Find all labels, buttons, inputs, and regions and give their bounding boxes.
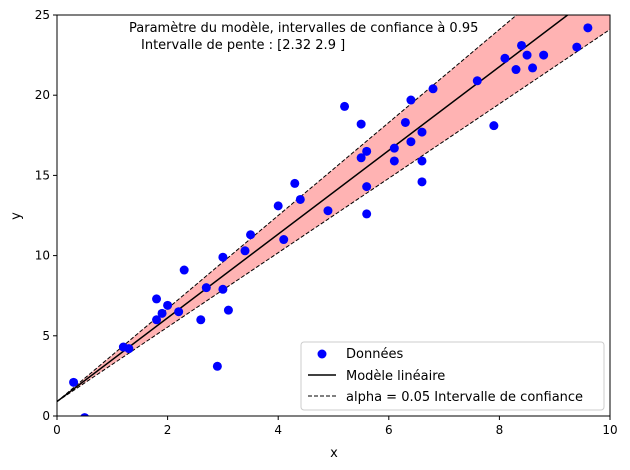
data-point	[80, 413, 89, 416]
data-point	[522, 50, 532, 60]
data-point	[152, 294, 162, 304]
y-tick-label: 5	[42, 329, 50, 343]
plot-clip-group	[57, 15, 610, 416]
data-point	[500, 53, 510, 63]
data-point	[179, 265, 189, 275]
x-tick-label: 0	[53, 423, 61, 437]
data-point	[572, 42, 582, 52]
axes: 0 2 4 6 8 10 0 5 10 15 20 25	[35, 8, 618, 437]
y-tick-label: 25	[35, 8, 50, 22]
data-point	[362, 182, 372, 192]
data-point	[356, 119, 366, 129]
data-point	[389, 143, 399, 153]
x-tick-label: 10	[602, 423, 617, 437]
data-point	[279, 235, 289, 245]
data-point	[389, 156, 399, 166]
data-point	[212, 361, 222, 371]
confidence-lower-line	[57, 29, 610, 402]
data-point	[489, 121, 499, 131]
data-point	[417, 177, 427, 187]
x-axis-label: x	[330, 446, 338, 461]
data-point	[417, 127, 427, 137]
data-point	[406, 137, 416, 147]
legend: Données Modèle linéaire alpha = 0.05 Int…	[300, 341, 605, 411]
y-tick-label: 20	[35, 88, 50, 102]
confidence-band	[57, 15, 610, 402]
data-point	[152, 315, 162, 325]
plot-frame	[56, 14, 611, 417]
y-tick-label: 0	[42, 409, 50, 423]
data-point	[174, 307, 184, 317]
data-point	[362, 146, 372, 156]
data-point	[295, 194, 305, 204]
data-point	[163, 300, 173, 310]
x-tick-label: 8	[496, 423, 504, 437]
data-point	[472, 76, 482, 86]
x-tick-label: 4	[274, 423, 282, 437]
data-point	[240, 246, 250, 256]
data-point	[511, 65, 521, 75]
annotation-line1: Paramètre du modèle, intervalles de conf…	[129, 21, 478, 36]
data-point	[417, 156, 427, 166]
data-point	[517, 40, 527, 50]
legend-label-donnees: Données	[346, 347, 403, 362]
data-point	[340, 101, 350, 111]
data-point	[223, 305, 233, 315]
data-point	[157, 308, 167, 318]
data-point	[428, 84, 438, 94]
data-point	[273, 201, 283, 211]
data-point	[400, 117, 410, 127]
data-point	[290, 178, 300, 188]
data-point	[406, 95, 416, 105]
data-point	[528, 63, 538, 73]
data-point	[362, 209, 372, 219]
y-axis-label: y	[9, 212, 24, 220]
annotation-line2: Intervalle de pente : [2.32 2.9 ]	[141, 38, 345, 53]
data-point	[323, 206, 333, 216]
y-tick-label: 15	[35, 168, 50, 182]
data-point	[246, 230, 256, 240]
data-point	[124, 344, 134, 354]
data-point	[218, 252, 228, 262]
data-point	[201, 283, 211, 293]
data-point	[196, 315, 206, 325]
legend-label-interval: alpha = 0.05 Intervalle de confiance	[346, 390, 583, 405]
data-point	[356, 153, 366, 163]
data-point	[539, 50, 549, 60]
x-tick-label: 6	[385, 423, 393, 437]
legend-label-modele: Modèle linéaire	[346, 369, 445, 384]
data-point	[583, 23, 593, 33]
y-tick-label: 10	[35, 249, 50, 263]
confidence-upper-line	[57, 15, 518, 402]
x-tick-label: 2	[164, 423, 172, 437]
model-line	[57, 15, 569, 403]
plot-area	[57, 15, 610, 416]
data-point	[69, 377, 79, 387]
legend-box	[300, 341, 605, 411]
data-point	[218, 284, 228, 294]
legend-marker-donnees	[317, 349, 327, 359]
